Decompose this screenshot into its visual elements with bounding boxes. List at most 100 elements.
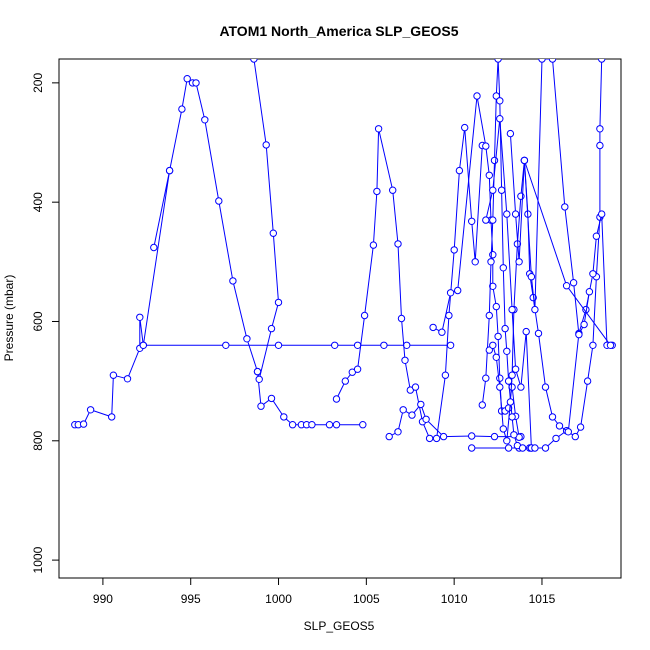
data-point (503, 347, 511, 355)
x-tick-label: 1010 (441, 592, 468, 606)
data-point (394, 240, 402, 248)
data-point (515, 258, 523, 266)
data-point (496, 374, 504, 382)
x-tick-label: 1015 (529, 592, 556, 606)
data-point (534, 329, 543, 338)
x-axis: 990 995 1000 1005 1010 1015 (93, 577, 556, 606)
data-point (123, 375, 132, 383)
data-point (492, 302, 500, 311)
data-point (499, 425, 507, 433)
data-point (490, 432, 499, 441)
data-point (243, 335, 251, 343)
data-point (374, 125, 383, 133)
series-line (488, 160, 613, 441)
data-series (520, 59, 594, 339)
data-point (455, 166, 464, 175)
data-point (341, 377, 349, 385)
data-point (331, 341, 339, 349)
series-line (74, 77, 363, 426)
data-point (380, 341, 388, 349)
data-point (541, 383, 550, 391)
data-series (478, 59, 536, 452)
data-point (471, 258, 479, 266)
y-tick-label: 800 (31, 430, 45, 450)
data-point (548, 413, 557, 421)
data-point (598, 210, 606, 218)
data-point (269, 229, 277, 237)
data-point (489, 251, 497, 259)
data-point (506, 398, 515, 406)
data-point (108, 413, 116, 421)
data-point (165, 166, 174, 175)
data-point (499, 264, 507, 272)
series-line (253, 59, 280, 380)
data-point (487, 258, 495, 266)
data-point (520, 156, 529, 165)
data-point (429, 323, 437, 332)
data-point (473, 92, 481, 100)
series-line (485, 118, 535, 449)
data-point (432, 434, 441, 443)
data-point (385, 432, 393, 441)
x-axis-label: SLP_GEOS5 (304, 619, 375, 633)
data-point (446, 341, 455, 349)
data-point (222, 341, 230, 349)
data-point (522, 327, 530, 336)
data-point (496, 115, 504, 123)
x-tick-label: 995 (181, 592, 201, 606)
data-point (359, 421, 367, 429)
y-tick-label: 400 (31, 192, 45, 212)
data-point (267, 324, 276, 333)
data-point (552, 434, 560, 443)
data-point (86, 406, 95, 414)
data-point (450, 246, 458, 254)
data-point (494, 332, 502, 341)
data-point (482, 374, 490, 382)
data-point (229, 277, 237, 285)
data-point (485, 311, 493, 320)
data-point (397, 314, 406, 323)
data-point (589, 270, 597, 278)
data-point (183, 75, 191, 83)
data-point (489, 282, 497, 290)
data-point (555, 422, 564, 430)
data-point (403, 341, 411, 349)
series-line (388, 403, 521, 438)
data-point (503, 210, 511, 218)
data-point (288, 421, 297, 429)
data-point (215, 197, 223, 205)
data-point (274, 341, 283, 349)
y-tick-label: 200 (31, 73, 45, 93)
data-point (596, 141, 604, 150)
data-point (503, 437, 511, 445)
data-point (274, 298, 283, 307)
data-series (506, 129, 615, 349)
data-point (401, 356, 409, 364)
data-point (492, 353, 500, 361)
data-point (517, 383, 525, 391)
data-point (497, 186, 506, 194)
data-point (490, 156, 499, 165)
data-point (598, 59, 606, 63)
data-point (267, 394, 276, 403)
data-point (468, 444, 476, 452)
data-point (575, 330, 583, 339)
data-point (562, 282, 571, 290)
data-point (461, 123, 469, 132)
data-point (332, 421, 341, 429)
data-point (501, 324, 509, 333)
data-point (508, 413, 516, 421)
data-point (485, 346, 493, 354)
data-series (385, 400, 525, 441)
data-point (496, 97, 504, 105)
data-point (569, 279, 578, 287)
data-point (417, 400, 425, 409)
data-point (468, 432, 476, 440)
y-tick-label: 600 (31, 311, 45, 331)
data-point (255, 375, 263, 383)
data-point (596, 125, 604, 133)
data-point (541, 444, 550, 452)
data-point (485, 171, 493, 180)
data-point (332, 395, 341, 403)
